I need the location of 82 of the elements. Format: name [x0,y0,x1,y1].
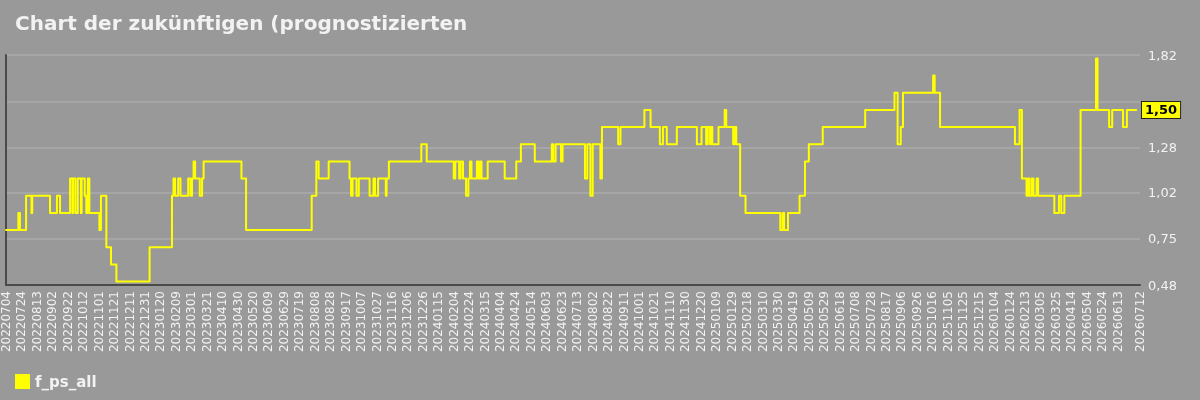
y-tick-label: 1,28 [1148,140,1177,156]
x-tick-label: 20251105 [940,291,955,353]
x-tick-label: 20240115 [431,291,446,353]
x-tick-label: 20231007 [354,291,369,353]
x-tick-label: 20230808 [307,291,322,353]
x-tick-label: 20250618 [832,291,847,353]
x-tick-label: 20230719 [292,291,307,353]
x-tick-label: 20241130 [678,291,693,353]
y-tick-label: 1,82 [1148,47,1177,63]
x-tick-label: 20230209 [168,291,183,353]
x-tick-label: 20230410 [215,291,230,353]
x-tick-label: 20251215 [971,291,986,353]
x-tick-label: 20250330 [770,291,785,353]
x-tick-label: 20260524 [1095,291,1110,353]
x-tick-label: 20260414 [1064,291,1079,353]
x-tick-label: 20220922 [60,291,75,353]
x-tick-label: 20221101 [91,291,106,353]
x-tick-label: 20260712 [1133,291,1147,353]
x-tick-label: 20230520 [246,291,261,353]
x-tick-label: 20250817 [879,291,894,353]
x-tick-label: 20230917 [338,291,353,353]
x-tick-label: 20230629 [276,291,291,353]
x-tick-label: 20250728 [863,291,878,353]
x-tick-label: 20241110 [662,291,677,353]
x-tick-label: 20240514 [523,291,538,353]
x-tick-label: 20250129 [724,291,739,353]
chart-title: Chart der zukünftigen (prognostizierten [15,11,468,35]
x-tick-label: 20230120 [153,291,168,353]
x-tick-label: 20230321 [199,291,214,353]
x-tick-label: 20240911 [616,291,631,353]
x-tick-label: 20221231 [137,291,152,353]
x-tick-label: 20230301 [184,291,199,353]
x-tick-label: 20260325 [1048,291,1063,353]
x-tick-label: 20220902 [45,291,60,353]
annotation: 1,50 [1145,102,1178,118]
x-tick-label: 20240424 [508,291,523,353]
x-tick-label: 20240315 [477,291,492,353]
x-tick-label: 20221211 [122,291,137,353]
x-tick-label: 20250109 [709,291,724,353]
x-tick-label: 20260104 [987,291,1002,353]
x-tick-label: 20240603 [539,291,554,353]
x-tick-label: 20230828 [323,291,338,353]
y-tick-label: 1,02 [1148,184,1177,200]
y-tick-label: 0,48 [1148,277,1177,293]
x-tick-label: 20251016 [925,291,940,353]
x-tick-label: 20260213 [1017,291,1032,353]
x-tick-label: 20250529 [817,291,832,353]
x-tick-label: 20231226 [415,291,430,353]
x-tick-label: 20250218 [740,291,755,353]
x-tick-label: 20241220 [693,291,708,353]
x-tick-label: 20240224 [462,291,477,353]
x-tick-label: 20240822 [601,291,616,353]
x-tick-label: 20240802 [585,291,600,353]
x-tick-label: 20230609 [261,291,276,353]
x-tick-label: 20221012 [76,291,91,353]
x-tick-label: 20250708 [848,291,863,353]
x-tick-label: 20260613 [1110,291,1125,353]
x-tick-label: 20260124 [1002,291,1017,353]
x-tick-label: 20220704 [0,291,13,353]
y-tick-label: 0,75 [1148,231,1177,247]
x-tick-label: 20260305 [1033,291,1048,353]
x-tick-label: 20241001 [632,291,646,353]
x-tick-label: 20250906 [894,291,909,353]
x-tick-label: 20231116 [384,291,399,353]
x-tick-label: 20250926 [909,291,924,353]
x-tick-label: 20220813 [29,291,44,353]
x-tick-label: 20250310 [755,291,770,353]
x-tick-label: 20220724 [14,291,29,353]
x-tick-label: 20231027 [369,291,384,353]
x-tick-label: 20260504 [1079,291,1094,353]
x-tick-label: 20230430 [230,291,245,353]
x-tick-label: 20240404 [493,291,508,353]
legend-label: f_ps_all [35,372,97,391]
x-tick-label: 20241021 [647,291,662,353]
x-tick-label: 20231206 [400,291,415,353]
x-tick-label: 20240204 [446,291,461,353]
x-tick-label: 20250509 [801,291,816,353]
x-tick-label: 20251125 [956,291,971,353]
x-tick-label: 20250419 [786,291,801,353]
x-tick-label: 20221121 [107,291,122,353]
x-tick-label: 20240713 [570,291,585,353]
x-tick-label: 20240623 [554,291,569,353]
